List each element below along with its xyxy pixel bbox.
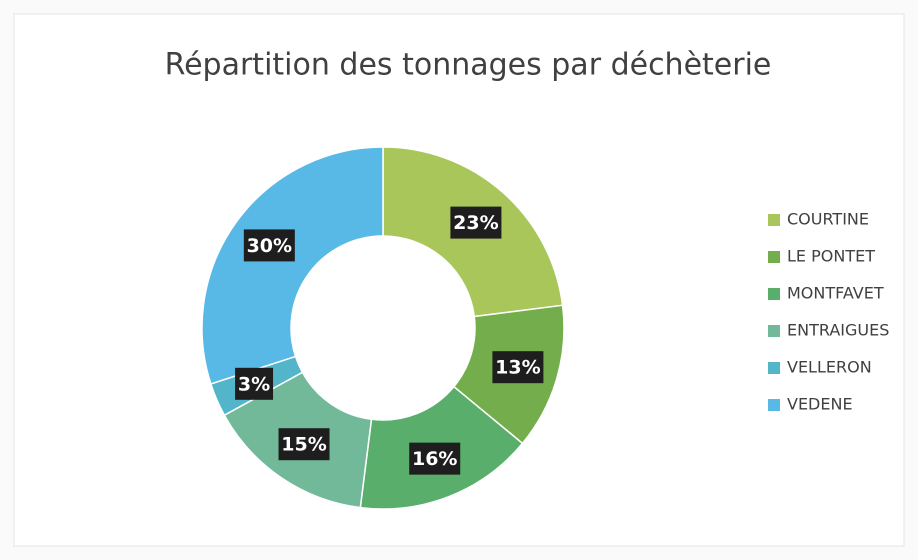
legend-label: VELLERON	[787, 358, 872, 377]
data-label: 23%	[453, 212, 498, 234]
data-label: 30%	[247, 235, 292, 257]
data-label: 16%	[412, 448, 457, 470]
data-label-box	[243, 229, 295, 262]
legend-label: ENTRAIGUES	[787, 321, 889, 340]
legend-label: COURTINE	[787, 210, 869, 229]
slice	[201, 146, 384, 385]
data-label: 13%	[495, 357, 540, 379]
legend-swatch	[768, 362, 780, 374]
data-label-box	[409, 442, 461, 475]
data-label-box	[450, 206, 502, 239]
legend-swatch	[768, 214, 780, 226]
legend-swatch	[768, 325, 780, 337]
legend-label: MONTFAVET	[787, 284, 884, 303]
legend-swatch	[768, 288, 780, 300]
data-label-box	[235, 367, 274, 400]
legend-label: VEDENE	[787, 395, 853, 414]
data-label-box	[278, 428, 330, 461]
legend-swatch	[768, 399, 780, 411]
legend-label: LE PONTET	[787, 247, 875, 266]
data-label: 15%	[281, 434, 326, 456]
chart-title: Répartition des tonnages par déchèterie	[165, 48, 772, 83]
data-label: 3%	[238, 373, 270, 395]
data-label-box	[492, 351, 544, 384]
legend-swatch	[768, 251, 780, 263]
